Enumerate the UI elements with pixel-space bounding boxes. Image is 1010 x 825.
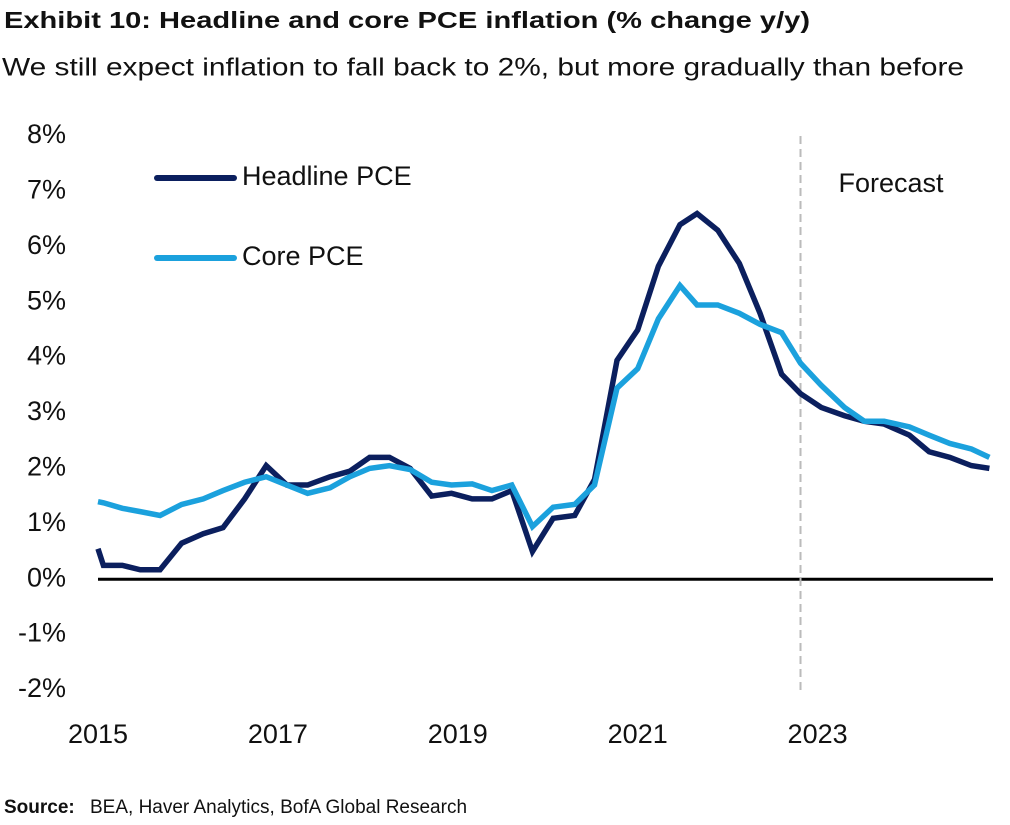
x-tick-label: 2015 [68,719,128,749]
y-tick-label: 8% [27,119,66,149]
y-tick-label: 6% [27,230,66,260]
y-tick-label: 7% [27,175,66,205]
x-tick-label: 2023 [788,719,848,749]
y-tick-label: 0% [27,562,66,592]
forecast-label: Forecast [838,168,944,198]
y-tick-label: -1% [18,618,66,648]
source-label: Source: [4,797,75,818]
chart-title: Exhibit 10: Headline and core PCE inflat… [4,7,810,33]
x-tick-label: 2017 [248,719,308,749]
legend-label: Headline PCE [242,161,412,191]
y-tick-label: 5% [27,285,66,315]
series-line [95,210,990,573]
source: BEA, Haver Analytics, BofA Global Resear… [90,797,467,818]
y-tick-label: 1% [27,507,66,537]
chart-subtitle: We still expect inflation to fall back t… [2,54,964,82]
y-tick-label: 2% [27,452,66,482]
y-tick-label: 4% [27,341,66,371]
legend-label: Core PCE [242,241,364,271]
x-tick-label: 2021 [608,719,668,749]
x-tick-label: 2019 [428,719,488,749]
series-line [97,281,991,532]
y-tick-label: 3% [27,396,66,426]
y-tick-label: -2% [18,673,66,703]
